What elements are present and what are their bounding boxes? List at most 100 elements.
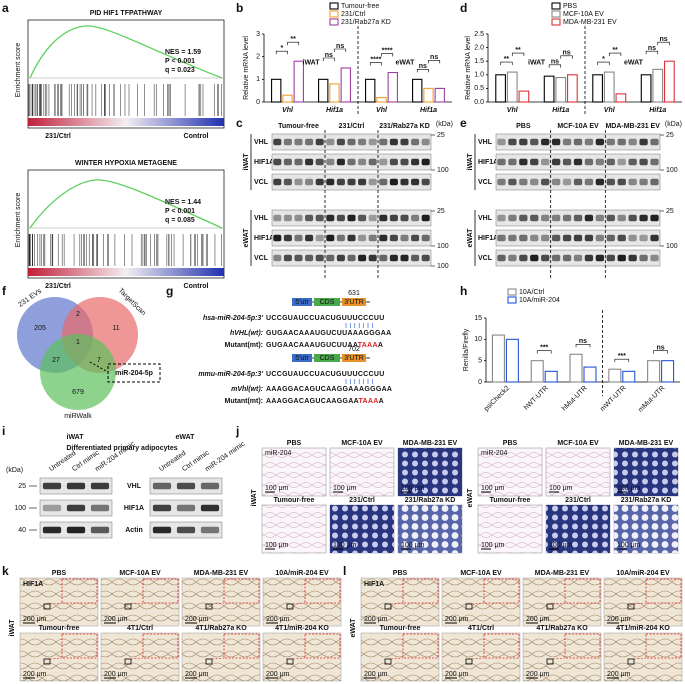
image-label: Tumour-free xyxy=(380,625,421,632)
bar xyxy=(647,360,661,383)
blot-band xyxy=(283,178,292,186)
bar xyxy=(423,87,434,103)
ihc-image xyxy=(603,577,683,627)
row-label: VCL xyxy=(478,179,493,186)
blot-band xyxy=(368,138,377,146)
blot-band xyxy=(305,214,314,222)
marker-label: 100 xyxy=(437,167,449,174)
image-label: PBS xyxy=(503,440,518,447)
sequence-part: GUGAACAAAUGUCUUAA xyxy=(266,342,358,349)
source-box xyxy=(627,658,635,665)
legend-swatch xyxy=(507,296,517,304)
sig-label: ** xyxy=(612,47,618,54)
bar xyxy=(661,360,675,383)
scale-label: 100 μm xyxy=(617,485,641,492)
ihc-image xyxy=(603,632,683,682)
bar xyxy=(491,334,505,383)
scale-label: 100 μm xyxy=(401,485,425,492)
blot-band xyxy=(519,158,528,166)
blot-band xyxy=(389,178,398,186)
sig-bracket xyxy=(536,350,552,354)
sig-label: * xyxy=(280,45,283,52)
legend-label: MCF-10A EV xyxy=(563,11,604,18)
region-label: 5'utr xyxy=(295,355,309,362)
sig-label: ns xyxy=(551,59,559,66)
image-label: 4T1/miR-204 KO xyxy=(275,625,329,632)
ihc-image xyxy=(181,577,261,627)
bar xyxy=(664,60,675,103)
sig-label: *** xyxy=(540,345,548,352)
scale-label: 200 μm xyxy=(445,616,469,623)
blot-band xyxy=(573,138,583,146)
blot-band xyxy=(326,214,335,222)
sig-bracket xyxy=(381,53,394,57)
blot-band xyxy=(305,138,314,146)
blot-band xyxy=(562,158,572,166)
histology-texture xyxy=(262,448,326,496)
inset-box xyxy=(402,633,439,659)
source-box xyxy=(286,603,294,610)
blot-band xyxy=(617,158,626,166)
ihc-image xyxy=(262,577,342,627)
region-label: 3'UTR xyxy=(344,299,364,306)
blot-band xyxy=(66,526,86,534)
scale-label: 200 μm xyxy=(23,616,47,623)
y-tick-label: 2.0 xyxy=(474,44,484,51)
blot-band xyxy=(389,234,398,242)
ihc-image xyxy=(262,632,342,682)
axis-label: Relative mRNA level xyxy=(465,36,472,100)
unit-label: (kDa) xyxy=(436,121,453,128)
image-label: 4T1/Ctrl xyxy=(127,625,153,632)
scale-label: 100 μm xyxy=(481,542,505,549)
blot-band xyxy=(411,138,420,146)
sequence-part: AAAGGACAGUCAAGGAA xyxy=(266,398,359,405)
source-box xyxy=(465,658,473,665)
blot-band xyxy=(530,138,539,146)
blot-band xyxy=(294,234,303,242)
row-label: HIF1A xyxy=(478,235,498,242)
blot-band xyxy=(606,158,615,166)
sig-bracket xyxy=(560,55,573,59)
blot-band xyxy=(421,158,430,166)
row-label: VCL xyxy=(254,179,269,186)
bar xyxy=(387,71,398,103)
scale-label: 200 μm xyxy=(607,671,631,678)
set-label: miRWalk xyxy=(64,413,92,420)
blot-band xyxy=(283,234,292,242)
marker-label: 25 xyxy=(437,208,445,215)
blot-band xyxy=(42,482,62,490)
histology-texture xyxy=(398,448,462,496)
scale-label: 200 μm xyxy=(104,671,128,678)
blot-background xyxy=(495,249,661,267)
blot-band xyxy=(551,234,561,242)
blot-band xyxy=(305,234,314,242)
source-box xyxy=(43,603,51,610)
scale-label: 200 μm xyxy=(185,671,209,678)
blot-band xyxy=(562,214,572,222)
x-tick-label: mWT-UTR xyxy=(599,385,627,413)
scale-label: 100 μm xyxy=(265,485,289,492)
tissue-label: eWAT xyxy=(467,488,474,508)
blot-band xyxy=(606,178,615,186)
tissue-label: eWAT xyxy=(467,228,474,248)
inset-box xyxy=(61,633,98,659)
bar xyxy=(434,87,445,103)
histology-texture xyxy=(546,448,610,496)
blot-band xyxy=(628,138,637,146)
histology-texture xyxy=(330,448,394,496)
blot-band xyxy=(368,178,377,186)
scale-label: 100 μm xyxy=(265,542,289,549)
panel-letter: i xyxy=(2,424,5,438)
blot-band xyxy=(508,214,517,222)
tissue-label: eWAT xyxy=(350,618,357,638)
blot-band xyxy=(541,178,550,186)
blot-band xyxy=(315,214,324,222)
ihc-image xyxy=(441,577,521,627)
bar xyxy=(615,93,627,103)
blot-band xyxy=(639,234,648,242)
bar xyxy=(652,68,664,103)
row-label: VHL xyxy=(478,139,493,146)
blot-band xyxy=(379,254,388,262)
sig-bracket xyxy=(322,57,335,61)
panel-letter: g xyxy=(166,284,173,298)
